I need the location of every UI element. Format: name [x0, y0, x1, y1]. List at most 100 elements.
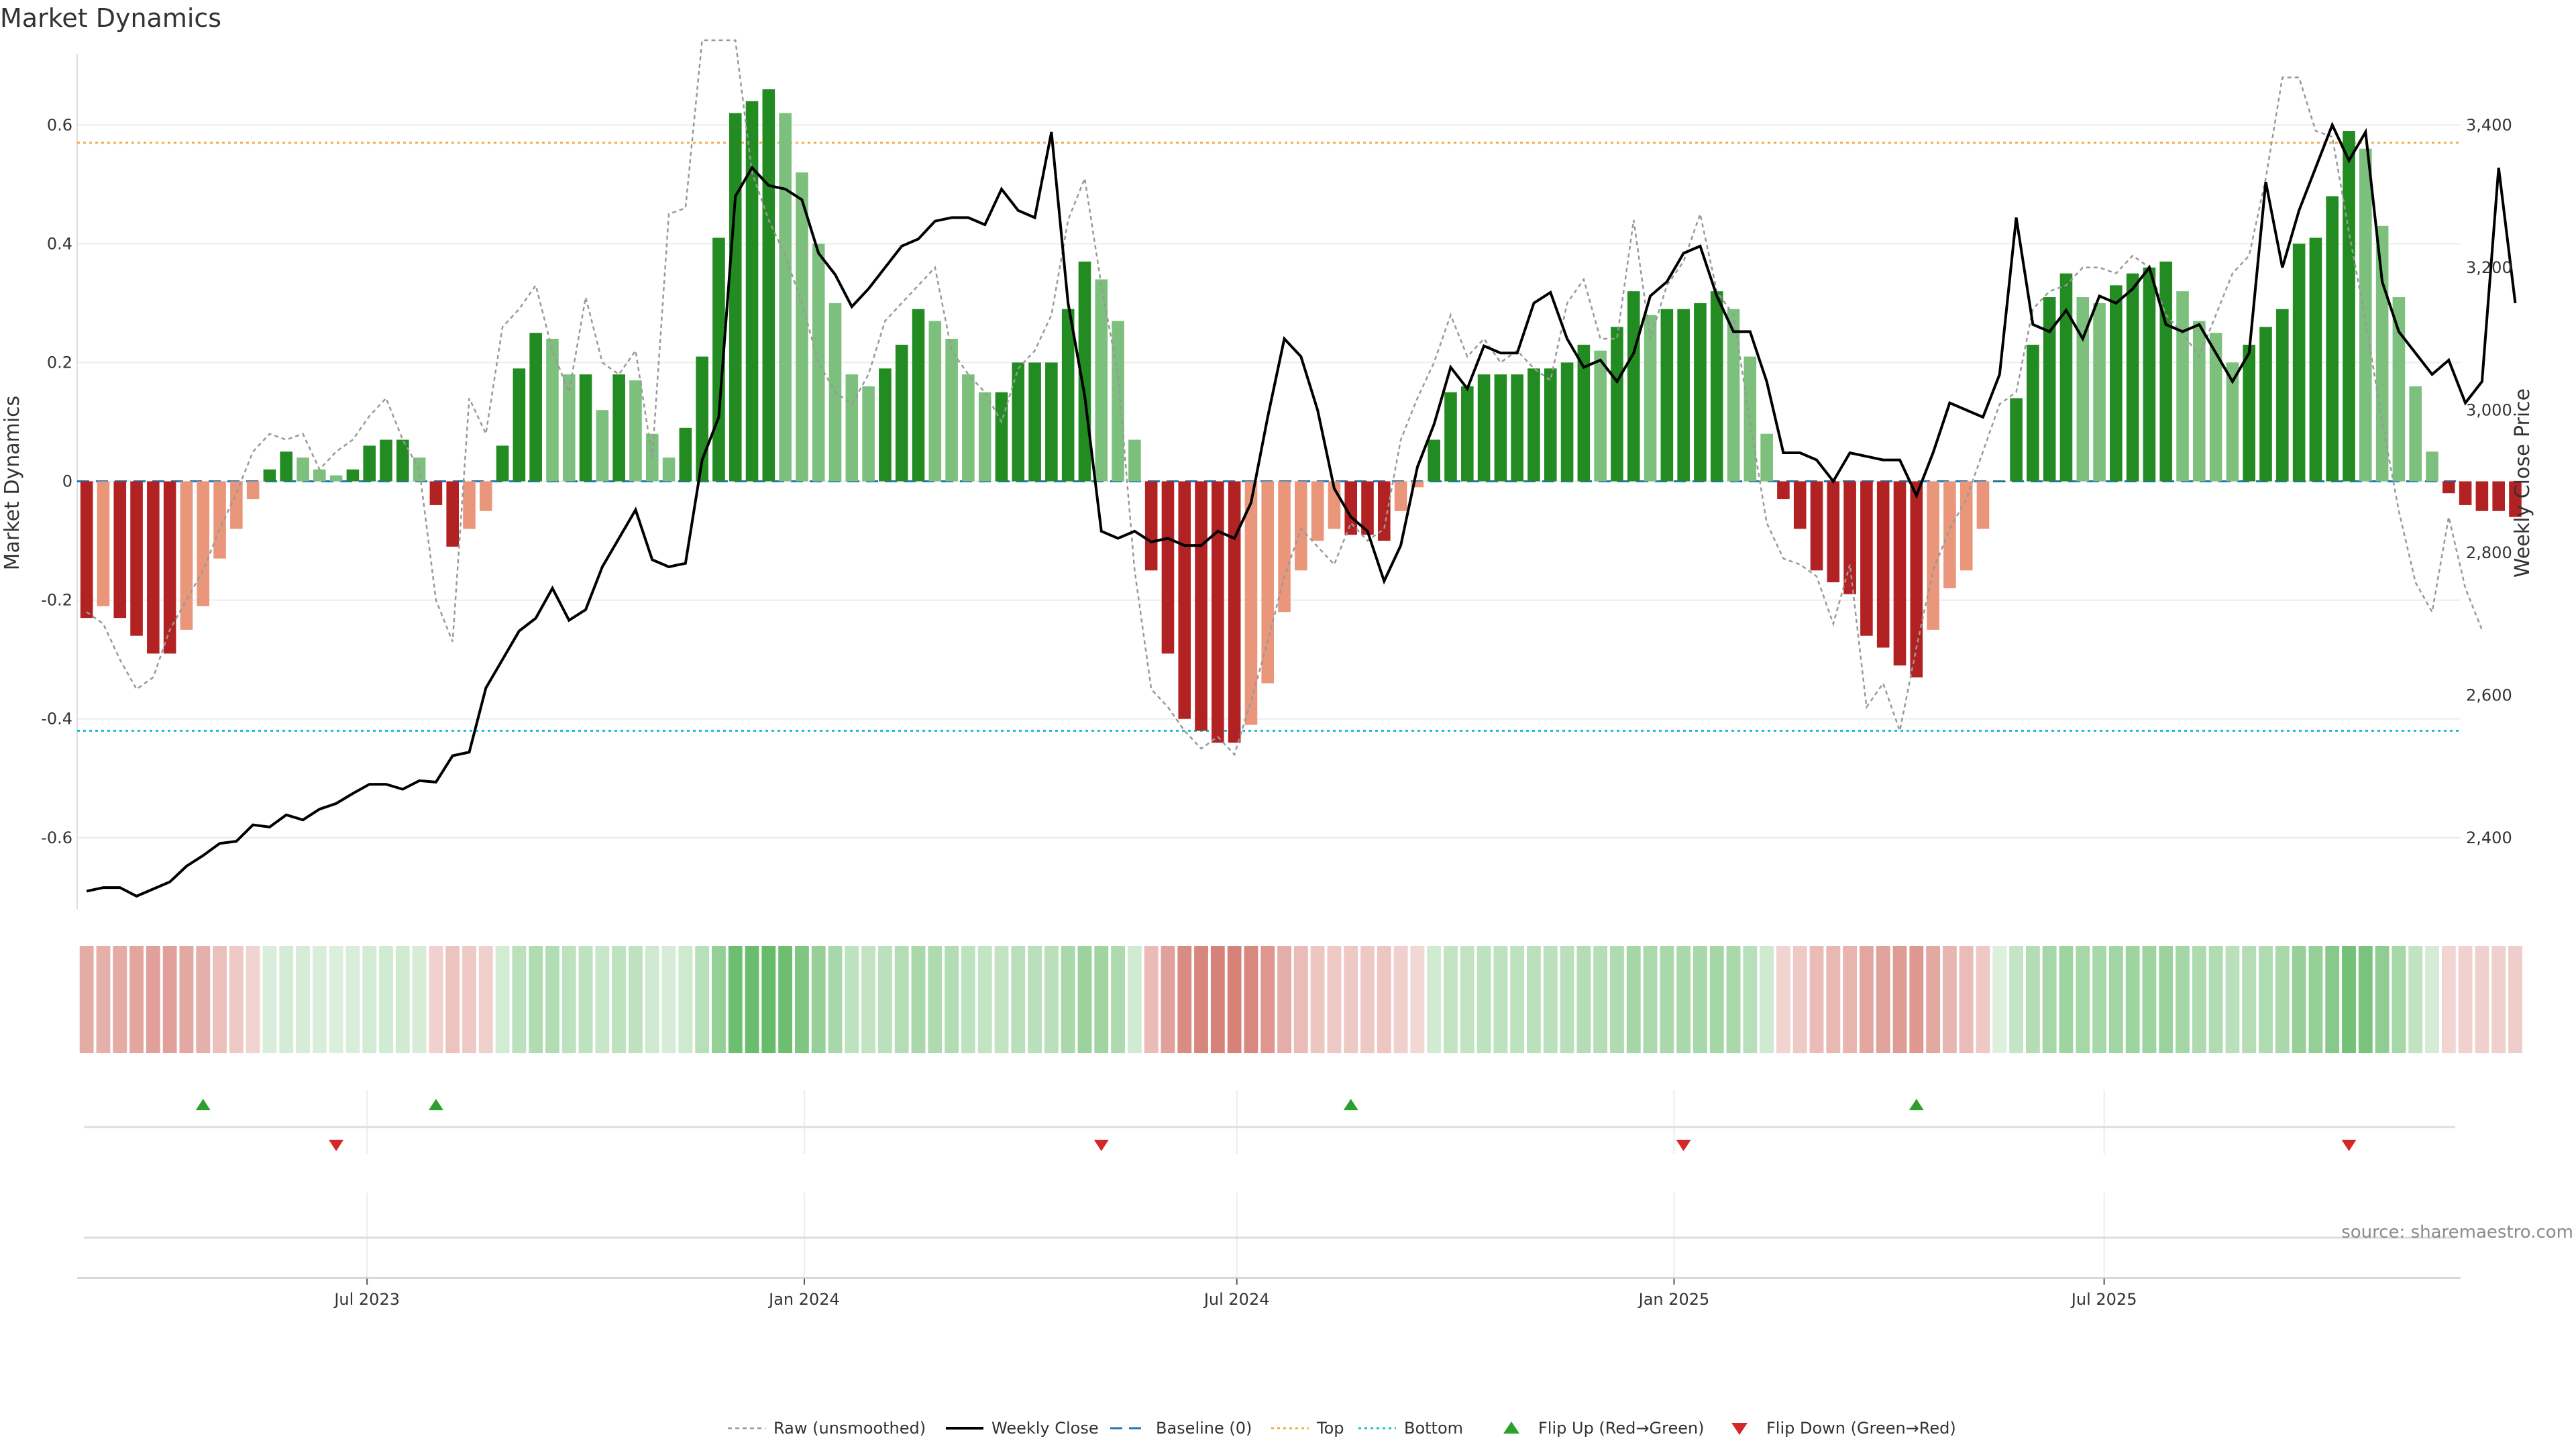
strip-cell: [1127, 946, 1142, 1053]
raw-series-line: [86, 39, 2483, 757]
strip-cell: [1826, 946, 1841, 1053]
bar: [1444, 392, 1457, 482]
right-axis-ticks: 2,400 2,600 2,800 3,000 3,200 3,400: [2466, 115, 2512, 847]
strip-cell: [2342, 946, 2356, 1053]
strip-cell: [1792, 946, 1807, 1053]
bar: [629, 380, 642, 482]
strip-cell: [1277, 946, 1291, 1053]
strip-cell: [1177, 946, 1192, 1053]
bar: [1960, 481, 1973, 571]
bar: [1012, 362, 1025, 482]
bar: [513, 368, 526, 482]
bar: [230, 481, 243, 529]
y-right-tick-label: 2,400: [2466, 828, 2512, 847]
strip-cell: [1393, 946, 1408, 1053]
bar: [1228, 481, 1241, 743]
strip-cell: [2491, 946, 2506, 1053]
strip-cell: [728, 946, 743, 1053]
strip-cell: [1743, 946, 1758, 1053]
strip-cell: [1527, 946, 1541, 1053]
bar: [1943, 481, 1956, 588]
strip-cell: [1560, 946, 1574, 1053]
bar: [1677, 309, 1690, 482]
left-axis-label: Market Dynamics: [1, 396, 24, 571]
strip-cell: [894, 946, 909, 1053]
bar: [1394, 481, 1407, 511]
strip-cell: [1410, 946, 1425, 1053]
legend-label: Baseline (0): [1156, 1419, 1252, 1438]
bar: [2459, 481, 2472, 505]
bar: [2126, 273, 2139, 482]
strip-cell: [162, 946, 177, 1053]
bar: [2426, 451, 2438, 482]
bar: [1128, 439, 1141, 482]
strip-cell: [2375, 946, 2390, 1053]
strip-cell: [545, 946, 559, 1053]
strip-cell: [478, 946, 493, 1053]
bar: [1378, 481, 1391, 541]
strip-cell: [96, 946, 111, 1053]
strip-cell: [778, 946, 793, 1053]
strip-cell: [661, 946, 676, 1053]
left-axis-ticks: -0.6 -0.4 -0.2 0 0.2 0.4 0.6: [41, 115, 72, 847]
strip-cell: [1310, 946, 1325, 1053]
bar: [1061, 309, 1075, 482]
bar: [1727, 309, 1740, 482]
bar: [2010, 398, 2023, 482]
strip-cell: [1444, 946, 1458, 1053]
strip-cell: [279, 946, 294, 1053]
bar: [679, 427, 692, 482]
y-tick-label: 0.2: [47, 353, 72, 372]
bar: [479, 481, 492, 511]
flip-markers-panel: [84, 1090, 2455, 1278]
bar: [246, 481, 260, 500]
bar: [1927, 481, 1939, 630]
bar: [163, 481, 176, 654]
bar: [1477, 374, 1491, 482]
bar: [962, 374, 975, 482]
legend-label: Bottom: [1404, 1419, 1463, 1438]
bar: [2359, 148, 2372, 482]
strip-cell: [2292, 946, 2306, 1053]
strip-cell: [645, 946, 659, 1053]
strip-cell: [695, 946, 710, 1053]
strip-cell: [1077, 946, 1092, 1053]
bar: [1777, 481, 1790, 500]
strip-cell: [146, 946, 160, 1053]
strip-cell: [1460, 946, 1474, 1053]
bar: [1244, 481, 1258, 725]
strip-cell: [1094, 946, 1109, 1053]
strip-cell: [2009, 946, 2023, 1053]
bar: [1261, 481, 1275, 684]
strip-cell: [379, 946, 393, 1053]
bar: [2492, 481, 2505, 511]
bar: [1212, 481, 1224, 743]
strip-cell: [811, 946, 826, 1053]
bar: [895, 344, 908, 482]
strip-cell: [2425, 946, 2439, 1053]
y-right-tick-label: 3,000: [2466, 400, 2512, 419]
strip-cell: [2159, 946, 2174, 1053]
strip-cell: [1360, 946, 1375, 1053]
bar: [1544, 368, 1557, 482]
bar: [1660, 309, 1674, 482]
strip-cell: [2025, 946, 2040, 1053]
bar: [496, 445, 509, 482]
strip-cell: [1194, 946, 1208, 1053]
bar: [2027, 344, 2039, 482]
bar: [662, 458, 676, 482]
strip-cell: [1144, 946, 1159, 1053]
regime-strip: [79, 946, 2522, 1053]
legend-label: Weekly Close: [991, 1419, 1099, 1438]
bar: [313, 469, 326, 482]
bar: [346, 469, 360, 482]
strip-cell: [1626, 946, 1641, 1053]
strip-cell: [1377, 946, 1391, 1053]
strip-cell: [2242, 946, 2257, 1053]
bar: [2475, 481, 2489, 511]
bar: [1411, 481, 1424, 488]
strip-cell: [761, 946, 776, 1053]
bar: [2509, 481, 2522, 517]
flip-down-marker: [2341, 1140, 2357, 1151]
